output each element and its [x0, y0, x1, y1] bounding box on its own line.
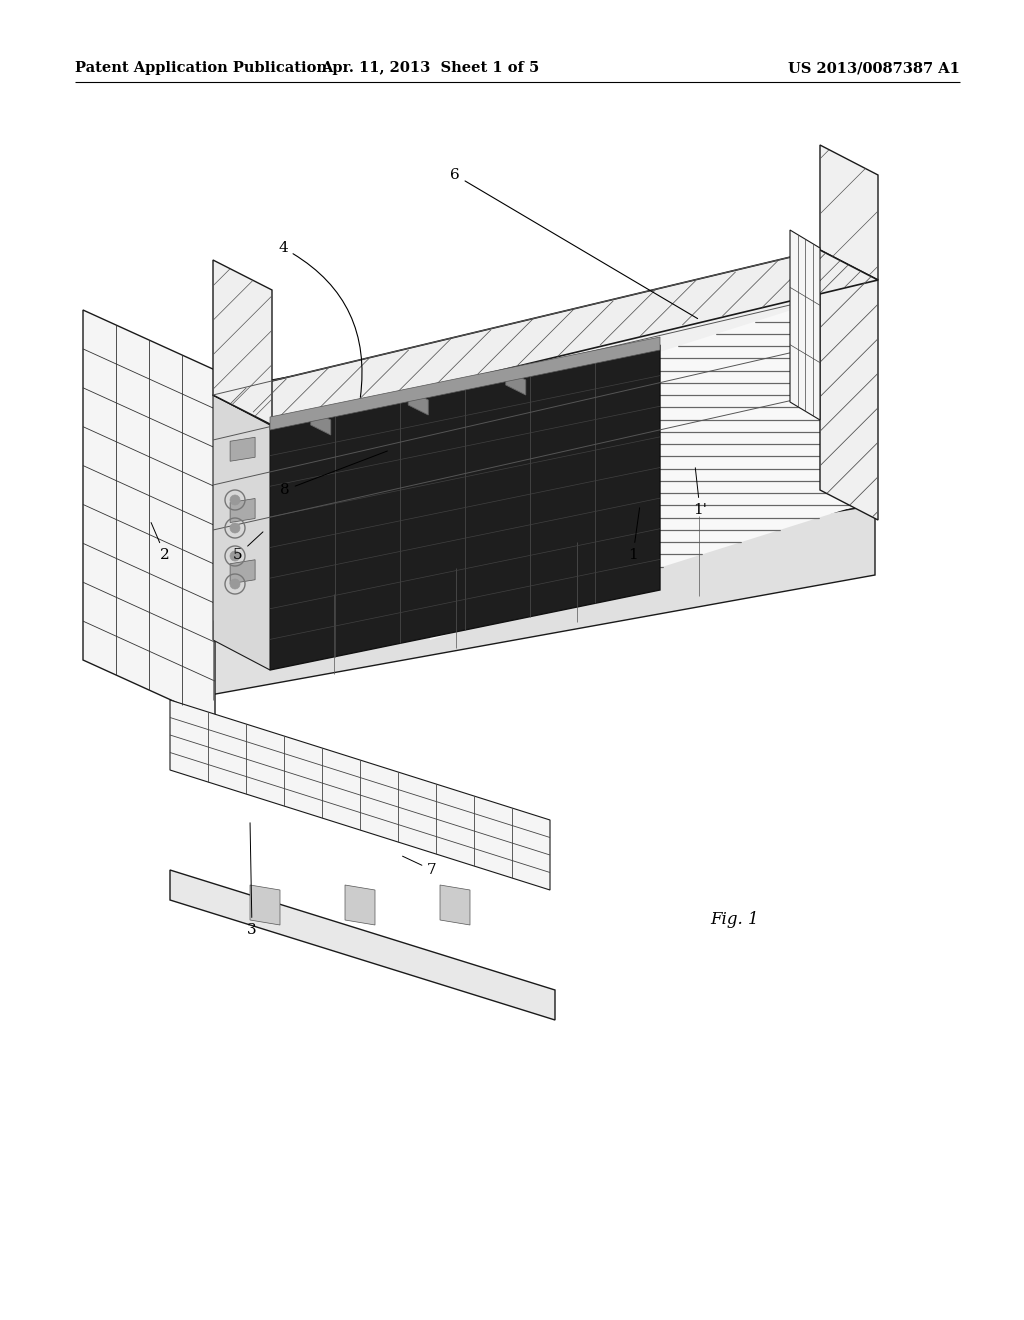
Polygon shape [430, 285, 874, 640]
Polygon shape [270, 337, 660, 430]
Polygon shape [250, 884, 280, 925]
Polygon shape [210, 506, 874, 696]
Text: 5: 5 [233, 532, 263, 562]
Polygon shape [310, 411, 331, 436]
Text: 2: 2 [152, 523, 170, 562]
Circle shape [230, 495, 240, 506]
Text: Fig. 1: Fig. 1 [710, 912, 759, 928]
Text: Apr. 11, 2013  Sheet 1 of 5: Apr. 11, 2013 Sheet 1 of 5 [321, 61, 539, 75]
Polygon shape [230, 437, 255, 461]
Polygon shape [230, 499, 255, 523]
Polygon shape [440, 884, 470, 925]
Polygon shape [820, 249, 878, 520]
Text: 1: 1 [628, 508, 640, 562]
Polygon shape [409, 389, 428, 414]
Polygon shape [83, 310, 215, 719]
Polygon shape [230, 560, 255, 583]
Polygon shape [210, 389, 215, 696]
Circle shape [230, 579, 240, 589]
Text: 1': 1' [693, 467, 707, 517]
Polygon shape [213, 395, 270, 671]
Text: 8: 8 [281, 451, 387, 498]
Circle shape [230, 523, 240, 533]
Text: Patent Application Publication: Patent Application Publication [75, 61, 327, 75]
Text: 6: 6 [451, 168, 697, 318]
Polygon shape [170, 870, 555, 1020]
Text: 4: 4 [279, 242, 362, 397]
Polygon shape [345, 884, 375, 925]
Circle shape [230, 550, 240, 561]
Polygon shape [213, 249, 878, 425]
Polygon shape [210, 275, 874, 620]
Polygon shape [820, 145, 878, 280]
Text: 3: 3 [247, 822, 257, 937]
Polygon shape [790, 230, 820, 420]
Text: 7: 7 [402, 857, 437, 876]
Polygon shape [170, 700, 550, 890]
Polygon shape [506, 370, 525, 395]
Polygon shape [213, 260, 272, 425]
Text: US 2013/0087387 A1: US 2013/0087387 A1 [788, 61, 961, 75]
Polygon shape [270, 345, 660, 671]
